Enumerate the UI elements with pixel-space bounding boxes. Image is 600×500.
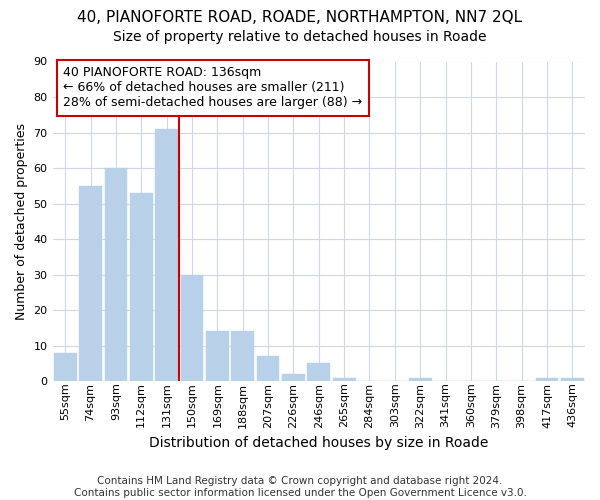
Bar bbox=[307, 364, 330, 381]
Bar bbox=[130, 193, 152, 381]
Text: 40 PIANOFORTE ROAD: 136sqm
← 66% of detached houses are smaller (211)
28% of sem: 40 PIANOFORTE ROAD: 136sqm ← 66% of deta… bbox=[63, 66, 362, 110]
Bar bbox=[181, 274, 203, 381]
Bar bbox=[79, 186, 102, 381]
Bar bbox=[257, 356, 280, 381]
Bar bbox=[155, 129, 178, 381]
Bar bbox=[282, 374, 305, 381]
Bar bbox=[54, 352, 77, 381]
Text: 40, PIANOFORTE ROAD, ROADE, NORTHAMPTON, NN7 2QL: 40, PIANOFORTE ROAD, ROADE, NORTHAMPTON,… bbox=[77, 10, 523, 25]
Bar bbox=[231, 332, 254, 381]
Bar bbox=[536, 378, 559, 381]
Text: Size of property relative to detached houses in Roade: Size of property relative to detached ho… bbox=[113, 30, 487, 44]
Text: Contains HM Land Registry data © Crown copyright and database right 2024.
Contai: Contains HM Land Registry data © Crown c… bbox=[74, 476, 526, 498]
Bar bbox=[561, 378, 584, 381]
Bar bbox=[409, 378, 431, 381]
Bar bbox=[206, 332, 229, 381]
Bar bbox=[104, 168, 127, 381]
Bar bbox=[333, 378, 356, 381]
X-axis label: Distribution of detached houses by size in Roade: Distribution of detached houses by size … bbox=[149, 436, 488, 450]
Y-axis label: Number of detached properties: Number of detached properties bbox=[15, 123, 28, 320]
